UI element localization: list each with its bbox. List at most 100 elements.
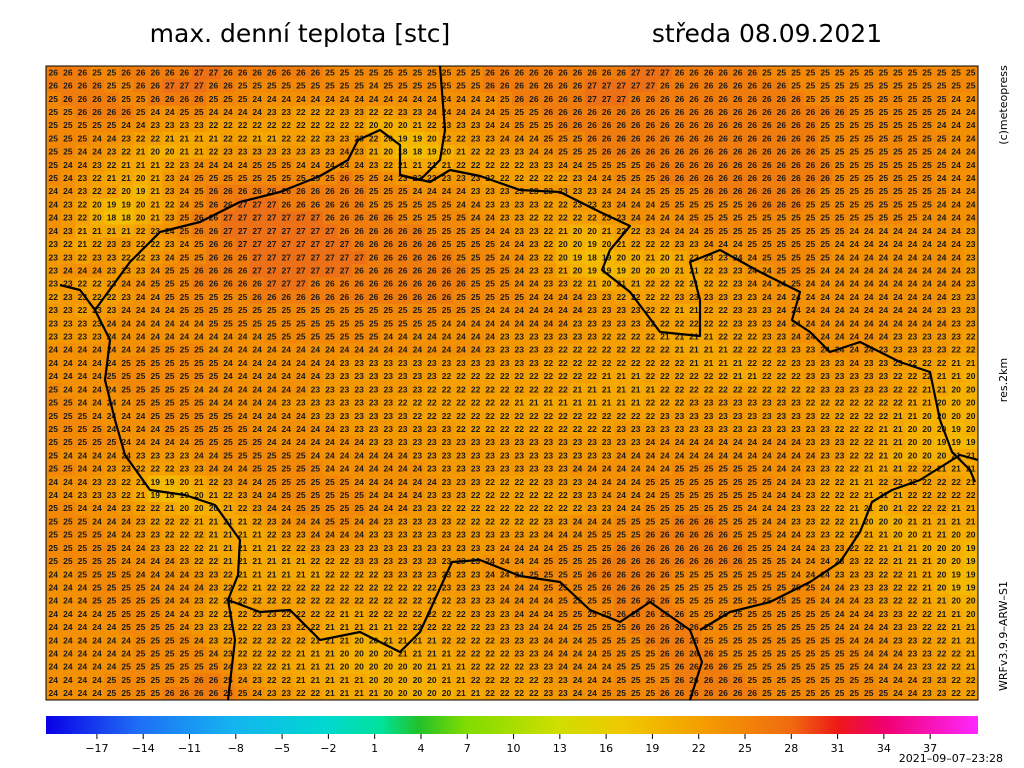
- cell-value: 24: [150, 292, 160, 302]
- cell-value: 21: [631, 384, 641, 394]
- cell-value: 22: [485, 384, 495, 394]
- cell-value: 22: [777, 358, 787, 368]
- cell-value: 27: [194, 67, 204, 77]
- cell-value: 25: [427, 318, 437, 328]
- cell-value: 22: [646, 358, 656, 368]
- cell-value: 22: [587, 213, 597, 223]
- cell-value: 23: [383, 437, 393, 447]
- cell-value: 22: [879, 398, 889, 408]
- cell-value: 23: [529, 358, 539, 368]
- cell-value: 23: [515, 332, 525, 342]
- cell-value: 23: [849, 384, 859, 394]
- cell-value: 22: [49, 292, 59, 302]
- grid-cell: [206, 105, 222, 120]
- grid-cell: [337, 66, 353, 80]
- cell-value: 26: [762, 186, 772, 196]
- cell-value: 24: [806, 292, 816, 302]
- cell-value: 24: [238, 345, 248, 355]
- cell-value: 24: [340, 345, 350, 355]
- cell-value: 21: [879, 437, 889, 447]
- grid-cell: [453, 79, 469, 93]
- cell-value: 26: [689, 107, 699, 117]
- grid-cell: [293, 105, 309, 120]
- cell-value: 24: [107, 318, 117, 328]
- grid-cell: [613, 79, 629, 93]
- cell-value: 24: [951, 252, 961, 262]
- grid-cell: [570, 92, 586, 107]
- cell-value: 24: [951, 147, 961, 157]
- cell-value: 21: [631, 398, 641, 408]
- grid-cell: [613, 66, 629, 80]
- grid-cell: [206, 92, 222, 107]
- cell-value: 22: [442, 371, 452, 381]
- cell-value: 24: [311, 450, 321, 460]
- grid-cell: [147, 66, 163, 80]
- cell-value: 26: [558, 67, 568, 77]
- cell-value: 26: [296, 199, 306, 209]
- cell-value: 23: [704, 411, 714, 421]
- cell-value: 22: [515, 424, 525, 434]
- cell-value: 25: [471, 226, 481, 236]
- cell-value: 24: [835, 252, 845, 262]
- cell-value: 23: [966, 239, 976, 249]
- cell-value: 24: [515, 133, 525, 143]
- cell-value: 25: [646, 173, 656, 183]
- cell-value: 25: [835, 213, 845, 223]
- cell-value: 22: [544, 358, 554, 368]
- cell-value: 25: [398, 67, 408, 77]
- cell-value: 24: [515, 252, 525, 262]
- cell-value: 27: [602, 94, 612, 104]
- cell-value: 24: [602, 186, 612, 196]
- cell-value: 25: [180, 398, 190, 408]
- cell-value: 26: [587, 67, 597, 77]
- grid-cell: [46, 79, 62, 93]
- cell-value: 24: [616, 450, 626, 460]
- grid-cell: [497, 66, 513, 80]
- cell-value: 23: [500, 186, 510, 196]
- cell-value: 23: [340, 411, 350, 421]
- cell-value: 25: [180, 384, 190, 394]
- cell-value: 25: [660, 199, 670, 209]
- cell-value: 23: [413, 358, 423, 368]
- cell-value: 26: [777, 81, 787, 91]
- cell-value: 24: [238, 332, 248, 342]
- cell-value: 21: [937, 384, 947, 394]
- cell-value: 23: [587, 305, 597, 315]
- cell-value: 21: [150, 213, 160, 223]
- cell-value: 23: [500, 345, 510, 355]
- cell-value: 25: [791, 265, 801, 275]
- grid-cell: [599, 79, 615, 93]
- cell-value: 26: [485, 81, 495, 91]
- cell-value: 25: [238, 292, 248, 302]
- grid-cell: [686, 92, 702, 107]
- cell-value: 25: [966, 67, 976, 77]
- cell-value: 24: [529, 147, 539, 157]
- cell-value: 22: [573, 371, 583, 381]
- grid-cell: [249, 92, 265, 107]
- cell-value: 24: [223, 358, 233, 368]
- cell-value: 22: [413, 411, 423, 421]
- grid-cell: [366, 79, 382, 93]
- cell-value: 27: [223, 213, 233, 223]
- cell-value: 26: [573, 120, 583, 130]
- grid-cell: [279, 105, 295, 120]
- cell-value: 22: [209, 147, 219, 157]
- cell-value: 25: [427, 213, 437, 223]
- cell-value: 23: [835, 437, 845, 447]
- cell-value: 25: [223, 173, 233, 183]
- cell-value: 23: [529, 252, 539, 262]
- cell-value: 22: [806, 384, 816, 394]
- cell-value: 26: [413, 239, 423, 249]
- cell-value: 26: [427, 279, 437, 289]
- cell-value: 23: [879, 371, 889, 381]
- cell-value: 25: [282, 332, 292, 342]
- cell-value: 22: [92, 239, 102, 249]
- cell-value: 24: [311, 94, 321, 104]
- cell-value: 22: [733, 384, 743, 394]
- cell-value: 24: [180, 239, 190, 249]
- cell-value: 25: [296, 332, 306, 342]
- cell-value: 25: [456, 67, 466, 77]
- cell-value: 22: [558, 213, 568, 223]
- cell-value: 25: [209, 292, 219, 302]
- cell-value: 24: [937, 265, 947, 275]
